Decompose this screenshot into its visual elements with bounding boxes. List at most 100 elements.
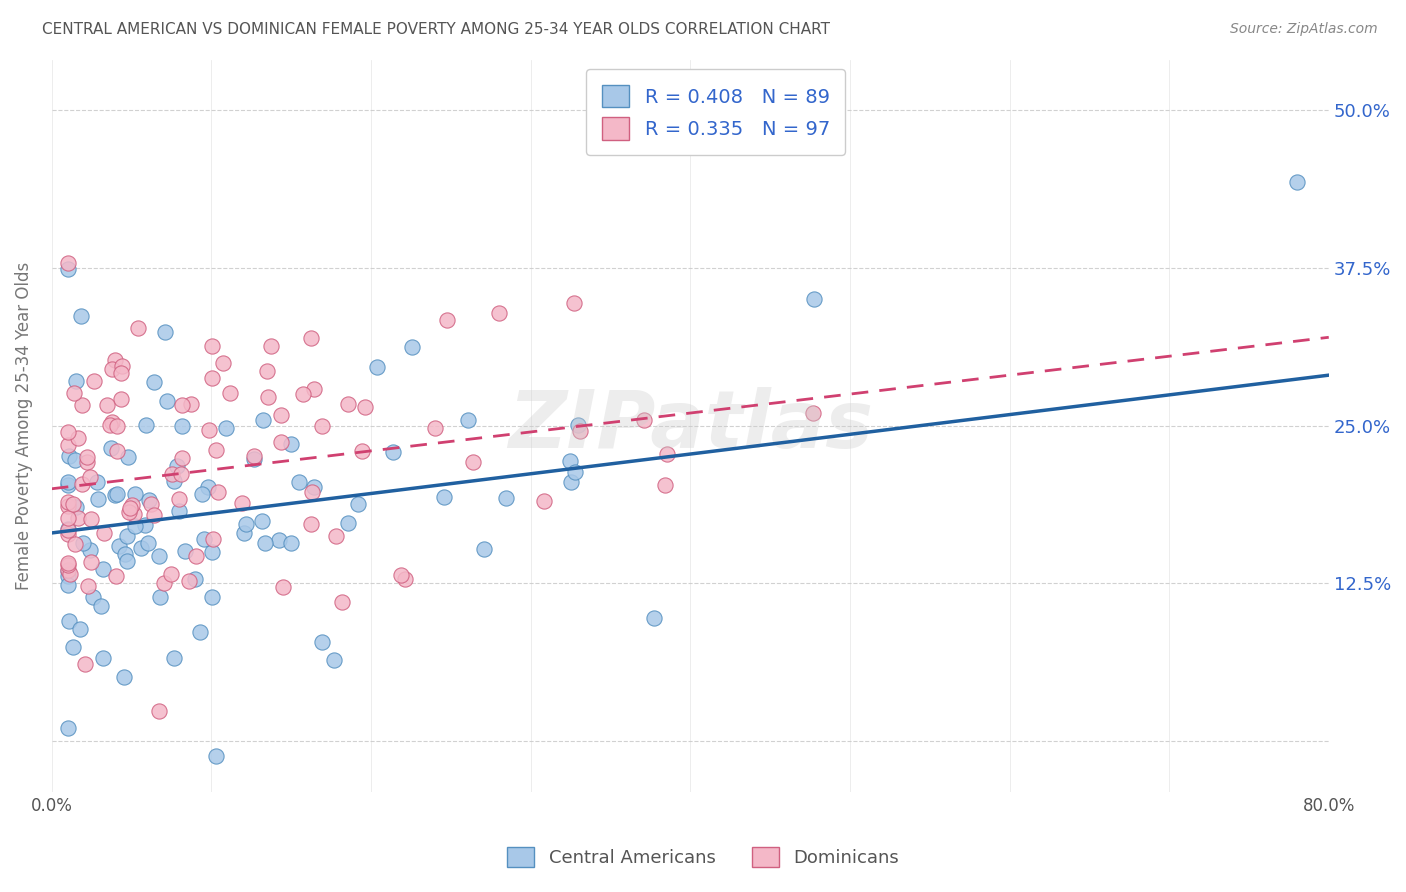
- Point: [153, 325, 176, 339]
- Point: [112, 670, 135, 684]
- Point: [143, 376, 166, 390]
- Point: [254, 536, 277, 550]
- Point: [495, 491, 517, 505]
- Point: [67, 431, 90, 445]
- Point: [488, 305, 510, 319]
- Point: [201, 590, 224, 604]
- Point: [105, 419, 128, 434]
- Point: [1285, 175, 1308, 189]
- Point: [180, 397, 202, 411]
- Point: [270, 408, 292, 422]
- Point: [142, 508, 165, 522]
- Point: [423, 421, 446, 435]
- Point: [56, 494, 79, 508]
- Point: [172, 450, 194, 465]
- Point: [56, 255, 79, 269]
- Point: [110, 366, 132, 380]
- Point: [311, 635, 333, 649]
- Point: [474, 541, 496, 556]
- Point: [231, 496, 253, 510]
- Point: [73, 657, 96, 671]
- Point: [124, 519, 146, 533]
- Point: [101, 362, 124, 376]
- Point: [56, 527, 79, 541]
- Point: [117, 450, 139, 464]
- Point: [569, 425, 592, 439]
- Point: [138, 493, 160, 508]
- Point: [63, 453, 86, 467]
- Point: [105, 444, 128, 458]
- Point: [63, 386, 86, 401]
- Point: [139, 497, 162, 511]
- Point: [79, 543, 101, 558]
- Point: [122, 507, 145, 521]
- Point: [201, 545, 224, 559]
- Point: [65, 500, 87, 515]
- Point: [160, 467, 183, 482]
- Point: [562, 295, 585, 310]
- Point: [93, 526, 115, 541]
- Point: [330, 595, 353, 609]
- Point: [198, 423, 221, 437]
- Point: [131, 541, 153, 555]
- Point: [337, 397, 360, 411]
- Point: [291, 387, 314, 401]
- Point: [801, 406, 824, 420]
- Point: [304, 479, 326, 493]
- Point: [160, 567, 183, 582]
- Point: [101, 415, 124, 429]
- Point: [91, 562, 114, 576]
- Point: [169, 467, 191, 482]
- Point: [111, 359, 134, 373]
- Point: [56, 477, 79, 491]
- Point: [63, 537, 86, 551]
- Point: [280, 535, 302, 549]
- Point: [803, 292, 825, 306]
- Point: [134, 518, 156, 533]
- Point: [56, 522, 79, 536]
- Point: [197, 480, 219, 494]
- Point: [135, 418, 157, 433]
- Point: [114, 547, 136, 561]
- Point: [148, 549, 170, 563]
- Point: [86, 475, 108, 489]
- Point: [323, 653, 346, 667]
- Point: [90, 599, 112, 613]
- Point: [70, 398, 93, 412]
- Point: [401, 339, 423, 353]
- Point: [148, 704, 170, 718]
- Point: [643, 611, 665, 625]
- Point: [212, 356, 235, 370]
- Point: [69, 622, 91, 636]
- Point: [62, 497, 84, 511]
- Text: ZIPatlas: ZIPatlas: [508, 386, 873, 465]
- Point: [56, 721, 79, 735]
- Point: [72, 535, 94, 549]
- Point: [104, 569, 127, 583]
- Point: [201, 370, 224, 384]
- Point: [633, 413, 655, 427]
- Text: Source: ZipAtlas.com: Source: ZipAtlas.com: [1230, 22, 1378, 37]
- Point: [56, 558, 79, 572]
- Point: [170, 398, 193, 412]
- Point: [201, 338, 224, 352]
- Point: [252, 413, 274, 427]
- Point: [56, 569, 79, 583]
- Point: [191, 487, 214, 501]
- Point: [76, 450, 98, 464]
- Point: [79, 555, 101, 569]
- Point: [325, 529, 347, 543]
- Point: [115, 554, 138, 568]
- Point: [56, 425, 79, 439]
- Point: [179, 574, 201, 588]
- Point: [235, 516, 257, 531]
- Point: [83, 375, 105, 389]
- Text: CENTRAL AMERICAN VS DOMINICAN FEMALE POVERTY AMONG 25-34 YEAR OLDS CORRELATION C: CENTRAL AMERICAN VS DOMINICAN FEMALE POV…: [42, 22, 830, 37]
- Point: [56, 524, 79, 538]
- Point: [287, 475, 309, 490]
- Point: [170, 419, 193, 434]
- Point: [389, 567, 412, 582]
- Point: [184, 573, 207, 587]
- Point: [394, 572, 416, 586]
- Point: [457, 413, 479, 427]
